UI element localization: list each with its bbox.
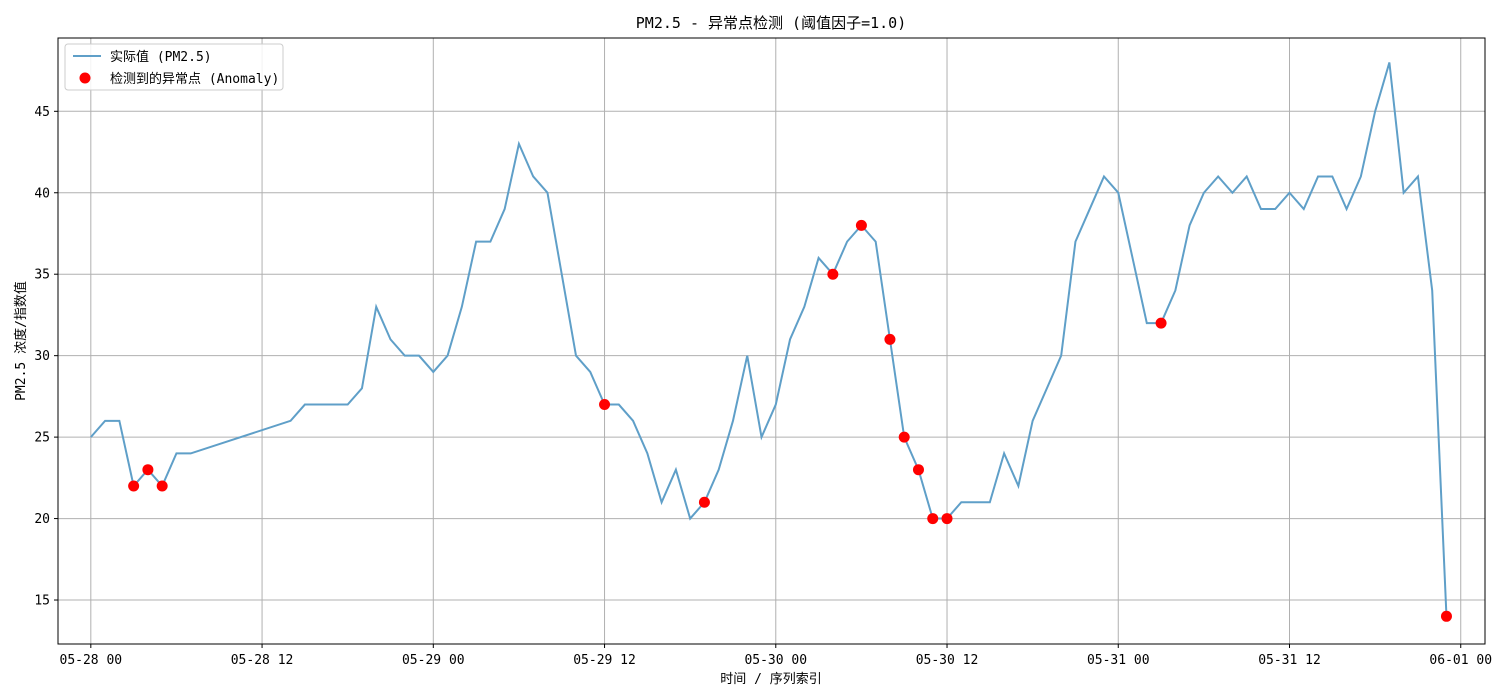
anomaly-point bbox=[156, 480, 168, 492]
y-tick-label: 45 bbox=[34, 105, 50, 120]
pm25-actual-line bbox=[90, 62, 1448, 617]
x-tick-label: 05-31 12 bbox=[1258, 653, 1321, 668]
anomaly-point bbox=[927, 513, 939, 525]
anomaly-point bbox=[599, 399, 611, 411]
y-tick-label: 25 bbox=[34, 431, 50, 446]
x-tick-label: 06-01 00 bbox=[1429, 653, 1492, 668]
y-tick-label: 20 bbox=[34, 512, 50, 527]
y-axis-ticks: 15 20 25 30 35 40 45 bbox=[34, 105, 58, 609]
anomaly-point bbox=[128, 480, 140, 492]
x-axis-label: 时间 / 序列索引 bbox=[720, 672, 821, 687]
y-axis-label: PM2.5 浓度/指数值 bbox=[13, 281, 29, 401]
anomaly-point bbox=[912, 464, 924, 476]
x-tick-label: 05-30 12 bbox=[916, 653, 979, 668]
y-tick-label: 15 bbox=[34, 594, 50, 609]
anomaly-point bbox=[884, 333, 896, 345]
x-tick-label: 05-30 00 bbox=[744, 653, 807, 668]
plot-area-frame bbox=[57, 37, 1486, 645]
anomaly-point bbox=[898, 431, 910, 443]
anomaly-point bbox=[941, 513, 953, 525]
anomaly-point bbox=[855, 219, 867, 231]
anomaly-point bbox=[1440, 610, 1452, 622]
chart-title: PM2.5 - 异常点检测 (阈值因子=1.0) bbox=[636, 14, 906, 32]
legend: 实际值 (PM2.5) 检测到的异常点 (Anomaly) bbox=[64, 43, 284, 91]
y-tick-label: 40 bbox=[34, 186, 50, 201]
anomaly-points bbox=[128, 219, 1452, 622]
anomaly-point bbox=[698, 496, 710, 508]
series-layer bbox=[90, 62, 1452, 622]
x-tick-label: 05-29 12 bbox=[573, 653, 636, 668]
legend-dot-swatch bbox=[79, 72, 91, 84]
anomaly-point bbox=[142, 464, 154, 476]
anomaly-point bbox=[1155, 317, 1167, 329]
legend-label-actual: 实际值 (PM2.5) bbox=[110, 49, 212, 65]
legend-box bbox=[64, 43, 284, 91]
x-tick-label: 05-28 00 bbox=[60, 653, 123, 668]
anomaly-point bbox=[827, 268, 839, 280]
x-axis-ticks: 05-28 00 05-28 12 05-29 00 05-29 12 05-30 00… bbox=[60, 644, 1492, 668]
grid-lines bbox=[58, 38, 1485, 644]
x-tick-label: 05-31 00 bbox=[1087, 653, 1150, 668]
y-tick-label: 35 bbox=[34, 268, 50, 283]
legend-label-anomaly: 检测到的异常点 (Anomaly) bbox=[110, 71, 279, 87]
x-tick-label: 05-29 00 bbox=[402, 653, 465, 668]
x-tick-label: 05-28 12 bbox=[231, 653, 294, 668]
y-tick-label: 30 bbox=[34, 349, 50, 364]
